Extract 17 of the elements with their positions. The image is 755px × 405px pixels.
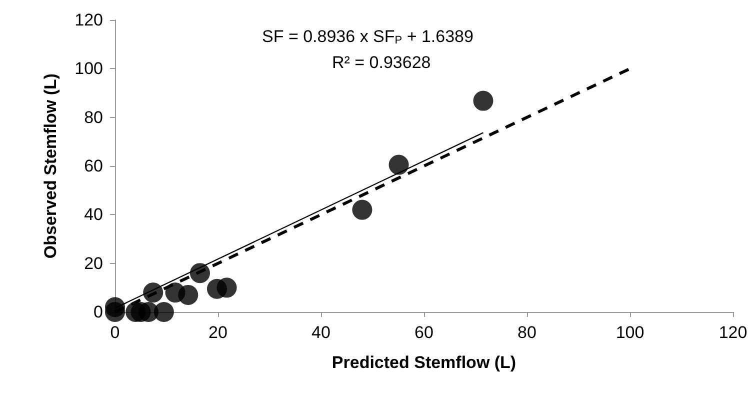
y-tick-label: 0 xyxy=(94,302,103,322)
x-tick-label: 20 xyxy=(208,323,228,342)
y-tick-label: 120 xyxy=(74,10,103,30)
x-tick-label: 120 xyxy=(718,323,748,342)
x-tick-label: 80 xyxy=(518,323,536,342)
y-tick-label: 100 xyxy=(74,59,103,78)
y-tick-label: 80 xyxy=(84,108,103,127)
x-tick-label: 0 xyxy=(110,323,120,342)
y-tick-label: 20 xyxy=(84,254,103,273)
y-tick-label: 60 xyxy=(84,156,103,176)
y-axis-title: Observed Stemflow (L) xyxy=(41,73,60,259)
x-tick-label: 40 xyxy=(312,323,330,342)
x-axis-title: Predicted Stemflow (L) xyxy=(332,353,516,372)
x-tick-label: 100 xyxy=(616,323,644,342)
x-tick-label: 60 xyxy=(414,323,434,342)
annotation: R² = 0.93628 xyxy=(332,53,431,72)
y-tick-label: 40 xyxy=(84,205,103,224)
